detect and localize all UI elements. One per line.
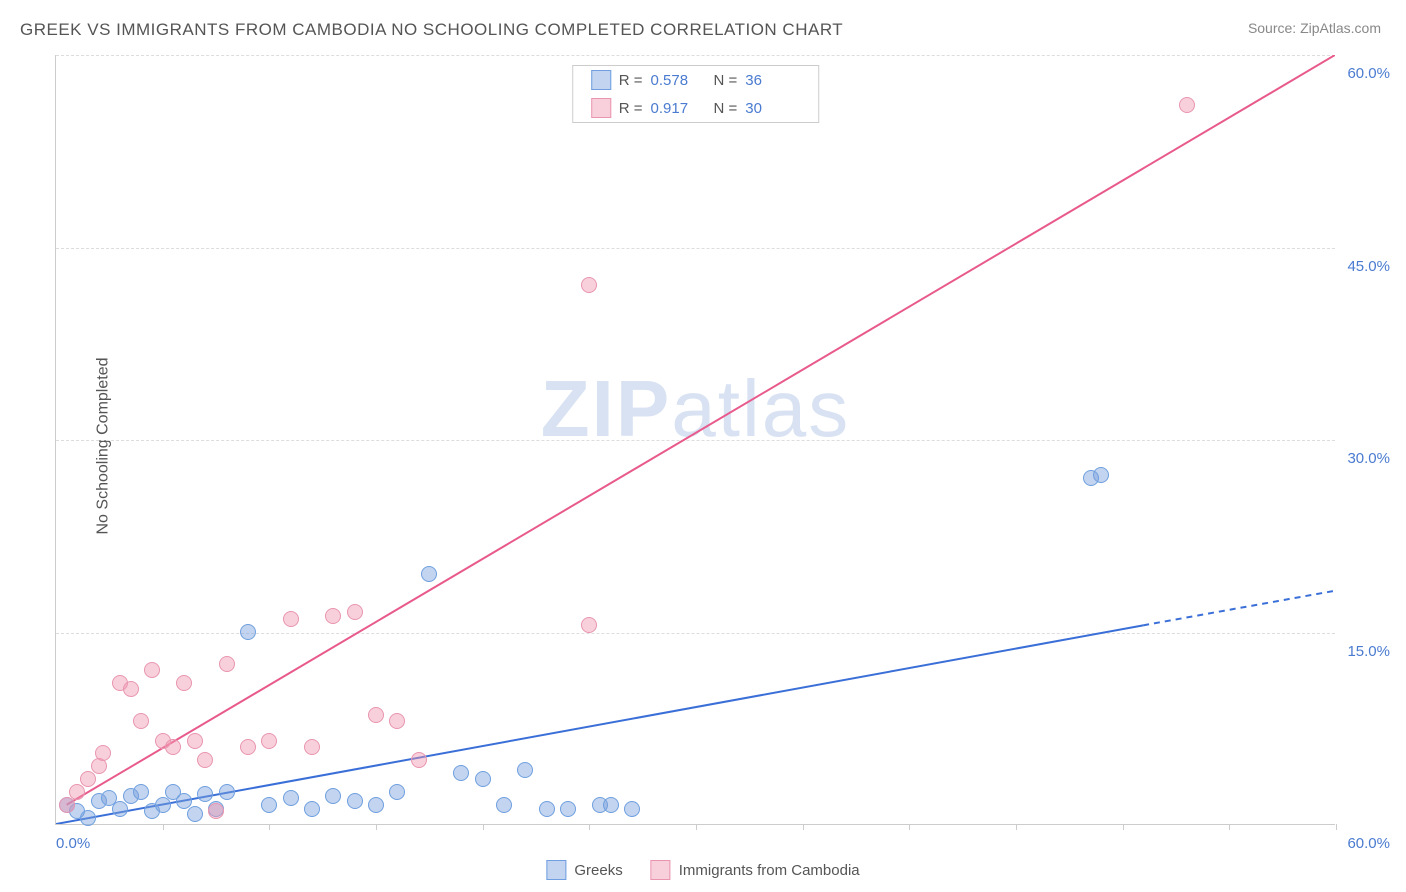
scatter-point bbox=[261, 797, 277, 813]
n-label: N = bbox=[714, 72, 738, 89]
r-value-blue: 0.578 bbox=[651, 72, 706, 89]
n-label: N = bbox=[714, 100, 738, 117]
scatter-point bbox=[240, 624, 256, 640]
scatter-point bbox=[496, 797, 512, 813]
scatter-point bbox=[581, 277, 597, 293]
source-label: Source: bbox=[1248, 20, 1300, 36]
x-tick bbox=[269, 824, 270, 830]
gridline-horizontal bbox=[56, 55, 1335, 56]
scatter-point bbox=[59, 797, 75, 813]
scatter-point bbox=[475, 771, 491, 787]
scatter-point bbox=[240, 739, 256, 755]
scatter-point bbox=[624, 801, 640, 817]
n-value-blue: 36 bbox=[745, 72, 800, 89]
trend-line bbox=[67, 55, 1335, 805]
x-tick bbox=[1229, 824, 1230, 830]
scatter-point bbox=[603, 797, 619, 813]
legend-stats-box: R = 0.578 N = 36 R = 0.917 N = 30 bbox=[572, 65, 820, 123]
scatter-point bbox=[208, 803, 224, 819]
scatter-point bbox=[123, 681, 139, 697]
scatter-point bbox=[197, 752, 213, 768]
scatter-point bbox=[187, 806, 203, 822]
legend-label-greeks: Greeks bbox=[574, 862, 622, 879]
chart-title: GREEK VS IMMIGRANTS FROM CAMBODIA NO SCH… bbox=[20, 20, 843, 40]
x-tick-label-start: 0.0% bbox=[56, 835, 90, 852]
scatter-point bbox=[133, 713, 149, 729]
scatter-point bbox=[411, 752, 427, 768]
scatter-point bbox=[389, 713, 405, 729]
scatter-point bbox=[112, 801, 128, 817]
scatter-point bbox=[560, 801, 576, 817]
scatter-point bbox=[304, 739, 320, 755]
scatter-point bbox=[283, 790, 299, 806]
scatter-point bbox=[539, 801, 555, 817]
scatter-point bbox=[261, 733, 277, 749]
n-value-pink: 30 bbox=[745, 100, 800, 117]
scatter-point bbox=[517, 762, 533, 778]
x-tick bbox=[589, 824, 590, 830]
r-label: R = bbox=[619, 100, 643, 117]
gridline-horizontal bbox=[56, 248, 1335, 249]
r-value-pink: 0.917 bbox=[651, 100, 706, 117]
chart-plot-area: ZIPatlas R = 0.578 N = 36 R = 0.917 N = … bbox=[55, 55, 1335, 825]
x-tick bbox=[483, 824, 484, 830]
scatter-point bbox=[421, 566, 437, 582]
scatter-point bbox=[219, 784, 235, 800]
x-tick bbox=[1016, 824, 1017, 830]
scatter-point bbox=[347, 793, 363, 809]
x-tick bbox=[163, 824, 164, 830]
y-tick-label: 60.0% bbox=[1347, 65, 1390, 82]
scatter-point bbox=[219, 656, 235, 672]
scatter-point bbox=[453, 765, 469, 781]
trend-line bbox=[1143, 591, 1335, 626]
legend-stats-row-1: R = 0.578 N = 36 bbox=[573, 66, 819, 94]
scatter-point bbox=[368, 797, 384, 813]
scatter-point bbox=[165, 739, 181, 755]
legend-label-cambodia: Immigrants from Cambodia bbox=[679, 862, 860, 879]
x-tick bbox=[1123, 824, 1124, 830]
scatter-point bbox=[144, 662, 160, 678]
x-tick bbox=[803, 824, 804, 830]
scatter-point bbox=[155, 797, 171, 813]
legend-item-greeks: Greeks bbox=[546, 860, 622, 880]
x-tick bbox=[909, 824, 910, 830]
scatter-point bbox=[368, 707, 384, 723]
scatter-point bbox=[325, 608, 341, 624]
legend-bottom: Greeks Immigrants from Cambodia bbox=[546, 860, 859, 880]
legend-swatch-blue bbox=[546, 860, 566, 880]
y-tick-label: 15.0% bbox=[1347, 643, 1390, 660]
scatter-point bbox=[283, 611, 299, 627]
scatter-point bbox=[133, 784, 149, 800]
scatter-point bbox=[325, 788, 341, 804]
scatter-point bbox=[80, 771, 96, 787]
legend-stats-row-2: R = 0.917 N = 30 bbox=[573, 94, 819, 122]
scatter-point bbox=[80, 810, 96, 826]
y-tick-label: 45.0% bbox=[1347, 258, 1390, 275]
scatter-point bbox=[69, 784, 85, 800]
x-tick bbox=[696, 824, 697, 830]
legend-item-cambodia: Immigrants from Cambodia bbox=[651, 860, 860, 880]
source-name: ZipAtlas.com bbox=[1300, 20, 1381, 36]
r-label: R = bbox=[619, 72, 643, 89]
y-tick-label: 30.0% bbox=[1347, 450, 1390, 467]
gridline-horizontal bbox=[56, 440, 1335, 441]
legend-swatch-pink bbox=[591, 98, 611, 118]
scatter-point bbox=[389, 784, 405, 800]
scatter-point bbox=[304, 801, 320, 817]
source-attribution: Source: ZipAtlas.com bbox=[1248, 20, 1381, 36]
scatter-point bbox=[176, 675, 192, 691]
scatter-point bbox=[95, 745, 111, 761]
legend-swatch-blue bbox=[591, 70, 611, 90]
scatter-point bbox=[581, 617, 597, 633]
x-tick-label-end: 60.0% bbox=[1347, 835, 1390, 852]
scatter-point bbox=[197, 786, 213, 802]
x-tick bbox=[1336, 824, 1337, 830]
scatter-point bbox=[347, 604, 363, 620]
legend-swatch-pink bbox=[651, 860, 671, 880]
scatter-point bbox=[1179, 97, 1195, 113]
scatter-point bbox=[187, 733, 203, 749]
x-tick bbox=[376, 824, 377, 830]
scatter-point bbox=[1083, 470, 1099, 486]
